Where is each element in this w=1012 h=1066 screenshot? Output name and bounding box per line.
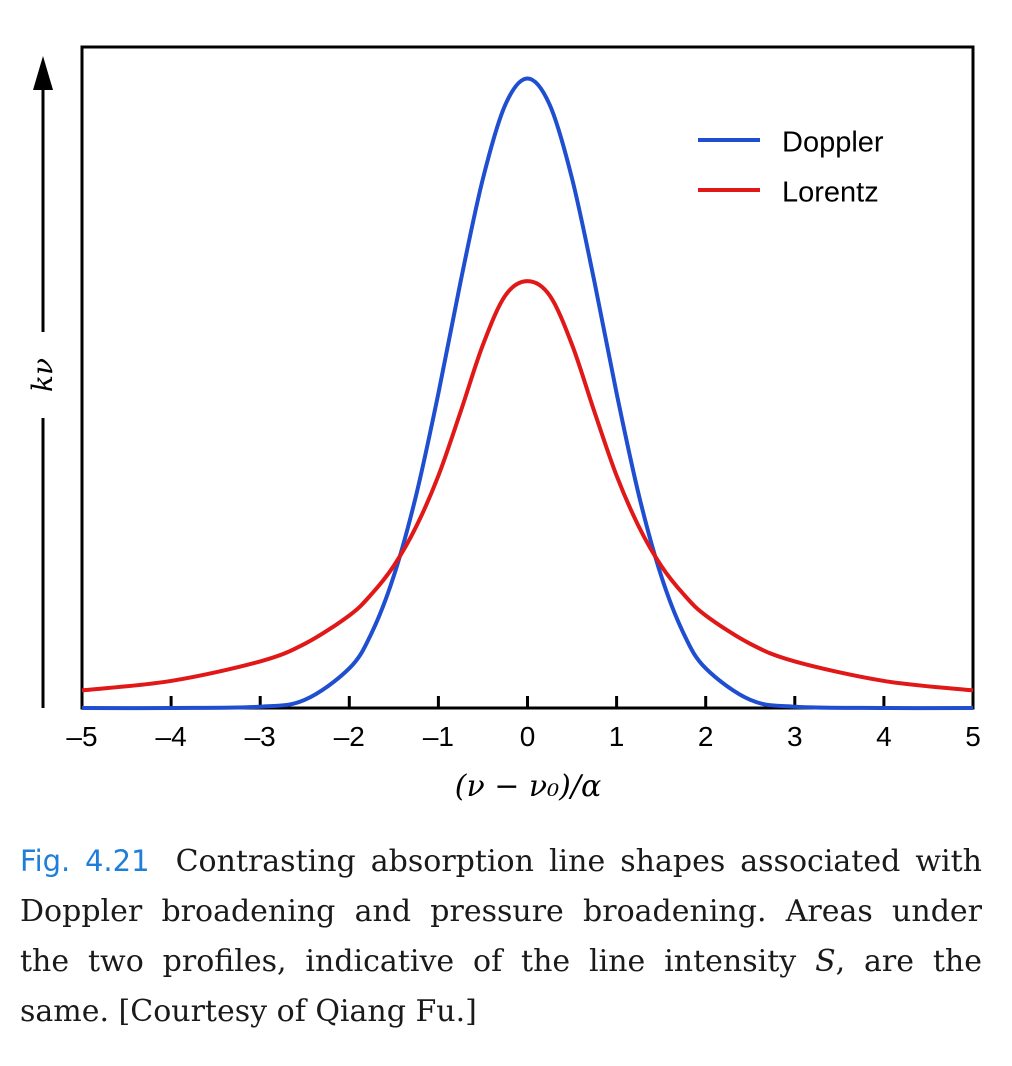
x-axis-label: (ν − ν₀)/α [455, 769, 601, 804]
x-tick-label: –3 [245, 721, 276, 752]
legend-label-doppler: Doppler [782, 127, 884, 159]
x-tick-label: 5 [965, 721, 981, 752]
caption-text-before: Contrasting absorption line shapes assoc… [20, 844, 983, 979]
x-tick-label: 2 [698, 721, 714, 752]
series-lines [81, 76, 974, 711]
legend-item-lorentz: Lorentz [698, 177, 879, 209]
x-tick-label: –2 [334, 721, 365, 752]
y-axis-arrow [33, 56, 53, 708]
legend-item-doppler: Doppler [698, 127, 884, 159]
figure-label: Fig. 4.21 [20, 844, 150, 878]
x-tick-label: 4 [876, 721, 892, 752]
caption-text-after: , are the same. [Courtesy of Qiang Fu.] [20, 944, 982, 1029]
x-tick-label: –1 [423, 721, 454, 752]
x-tick-label: –4 [156, 721, 187, 752]
y-axis-arrowhead [33, 56, 53, 90]
series-line-doppler [81, 76, 974, 711]
legend: Doppler Lorentz [698, 127, 884, 209]
plot-area: –5 –4 –3 –2 –1 0 1 2 3 4 5 [66, 45, 981, 752]
x-tick-label: 1 [609, 721, 625, 752]
x-axis-tick-labels: –5 –4 –3 –2 –1 0 1 2 3 4 5 [66, 721, 980, 752]
x-tick-label: 0 [520, 721, 536, 752]
y-axis-label: kν [26, 358, 59, 392]
series-line-lorentz [81, 279, 974, 693]
x-tick-label: –5 [66, 721, 97, 752]
x-axis-ticks [80, 696, 975, 708]
chart: –5 –4 –3 –2 –1 0 1 2 3 4 5 kν (ν − ν₀)/α Doppler L… [26, 45, 981, 804]
caption-symbol: S [815, 944, 836, 979]
figure-caption: Fig. 4.21 Contrasting absorption line sha… [20, 836, 982, 1037]
x-tick-label: 3 [787, 721, 803, 752]
legend-label-lorentz: Lorentz [782, 177, 879, 209]
